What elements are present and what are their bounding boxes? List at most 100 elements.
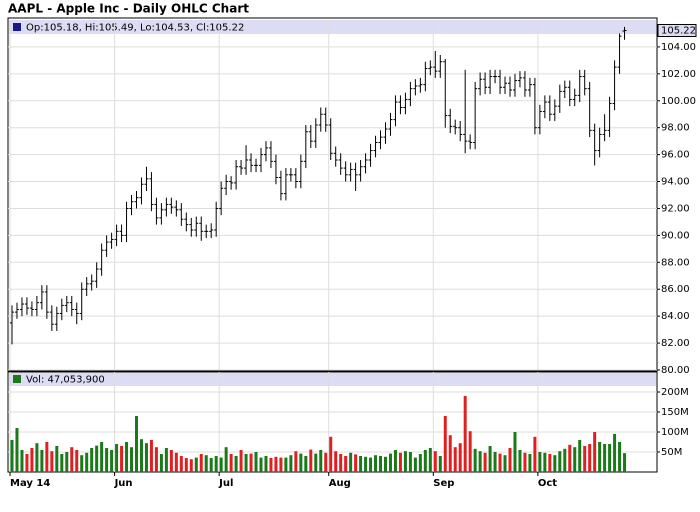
volume-bar [209,458,213,472]
volume-bar [538,452,542,472]
volume-bar [125,442,129,472]
y-tick-label: 96.00 [661,150,690,161]
volume-frame [7,371,658,473]
volume-bar [194,457,198,472]
volume-bar [95,445,99,472]
last-price-box [657,24,697,37]
volume-bar [45,442,49,472]
y-tick-label: 104.00 [661,42,696,53]
y-tick-label: 84.00 [661,311,690,322]
volume-bar [75,450,79,472]
volume-bar [144,443,148,472]
y-tick-label: 200M [661,387,689,398]
y-tick-label: 98.00 [661,123,690,134]
volume-bar [249,453,253,472]
price-header: Op:105.18, Hi:105.49, Lo:104.53, Cl:105.… [26,23,244,34]
volume-bar [85,452,89,472]
x-tick-label: Jun [114,478,133,489]
volume-bar [15,428,19,472]
volume-bar [488,446,492,472]
volume-bar [603,444,607,472]
volume-bar [329,436,333,472]
volume-bar [498,453,502,472]
volume-bar [164,448,168,472]
volume-bar [369,457,373,472]
volume-bar [598,442,602,472]
y-tick-label: 50M [661,447,682,458]
volume-bar [553,455,557,472]
volume-bar [179,456,183,472]
volume-bar [339,454,343,472]
volume-bar [618,442,622,472]
y-tick-label: 86.00 [661,284,690,295]
volume-bar [304,456,308,472]
volume-bar [349,452,353,472]
x-tick-label: Oct [538,478,557,489]
volume-bar [269,458,273,472]
volume-bar [224,447,228,472]
volume-bar [244,454,248,472]
volume-bar [35,443,39,472]
volume-bar [483,452,487,472]
volume-bar [433,451,437,472]
y-tick-label: 92.00 [661,203,690,214]
volume-bar [359,456,363,472]
volume-bar [154,447,158,472]
volume-bar [70,447,74,472]
y-tick-label: 90.00 [661,230,690,241]
x-tick-label: Jul [218,478,233,489]
volume-bar [20,450,24,472]
volume-bar [448,435,452,472]
volume-bar [364,456,368,472]
volume-bar [234,456,238,472]
volume-bar [458,443,462,472]
volume-bar [110,450,114,472]
volume-bar [105,448,109,472]
volume-bar [25,454,29,472]
grid [8,20,657,472]
volume-bar [135,416,138,472]
volume-bar [384,456,387,472]
volume-bar [274,456,278,472]
volume-bar [503,455,507,472]
volume-bar [219,457,223,472]
volume-bar [294,451,298,472]
y-tick-label: 100M [661,427,689,438]
volume-bar [50,451,54,472]
volume-header: Vol: 47,053,900 [26,375,105,386]
volume-bar [159,454,163,472]
volume-bar [533,436,537,472]
volume-bar [463,396,467,472]
price-header-box [9,20,656,34]
volume-bar [453,447,457,472]
volume-bar [468,431,472,472]
volume-bar [563,448,567,472]
volume-bar [174,452,178,472]
volume-bar [438,456,442,472]
volume-bar [189,459,193,472]
marks [10,26,627,472]
volume-bar [324,452,328,472]
volume-bar [413,457,417,472]
volume-bar [214,456,218,472]
volume-header-box [9,373,656,386]
volume-bar [583,446,587,472]
volume-bar [418,454,422,472]
x-tick-label: May 14 [10,478,50,489]
price-frame [7,17,658,372]
price-header-icon [13,23,21,31]
last-price-label: 105.22 [661,26,696,37]
volume-bar [264,456,268,472]
volume-bar [254,452,258,472]
volume-bar [428,448,432,472]
y-tick-label: 102.00 [661,69,696,80]
volume-bar [229,454,233,472]
volume-bar [393,450,397,472]
y-tick-label: 80.00 [661,365,690,376]
volume-bar [289,455,293,472]
volume-bar [528,454,532,472]
volume-header-icon [13,375,21,383]
volume-bar [115,444,119,472]
